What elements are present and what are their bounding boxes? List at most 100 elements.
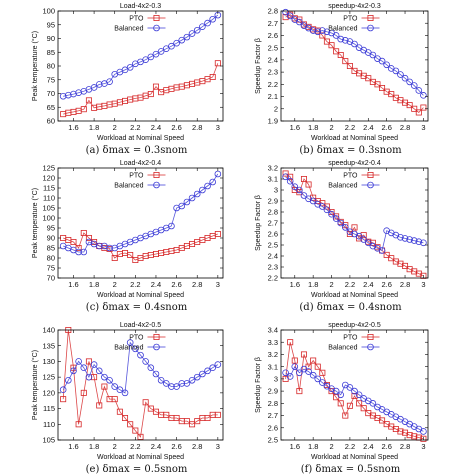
panel-caption: (d) δmax = 0.4snom (299, 302, 402, 313)
y-tick-label: 70 (47, 89, 55, 98)
data-point-balanced (90, 84, 98, 91)
y-tick-label: 3.1 (268, 175, 278, 184)
data-point-pto (194, 418, 201, 425)
x-axis-label: Workload at Nominal Speed (311, 454, 398, 461)
y-tick-label: 85 (47, 48, 55, 57)
chart-title: speedup-4x2-0.3 (328, 3, 381, 10)
data-point-balanced (296, 186, 303, 194)
y-tick-label: 3.2 (268, 164, 278, 173)
data-point-pto (122, 414, 129, 421)
series-line-pto (63, 63, 219, 115)
data-point-balanced (309, 197, 317, 205)
data-point-pto (300, 351, 307, 358)
y-tick-label: 70 (47, 274, 55, 283)
data-point-balanced (209, 178, 216, 186)
data-point-balanced (355, 391, 363, 399)
x-tick-label: 3 (216, 123, 220, 132)
y-tick-label: 115 (43, 404, 55, 413)
data-point-balanced (178, 36, 186, 44)
y-tick-label: 2.7 (268, 19, 278, 28)
data-point-balanced (286, 12, 294, 20)
series-line-pto (63, 232, 218, 261)
data-point-pto (319, 369, 326, 376)
y-tick-label: 2.6 (268, 423, 278, 432)
x-tick-label: 2 (113, 442, 117, 451)
data-point-pto (337, 400, 344, 407)
data-point-pto (204, 414, 211, 421)
y-axis-label: Speedup Factor β (255, 38, 262, 94)
chart-title: speedup-4x2-0.4 (328, 160, 381, 167)
data-point-balanced (152, 50, 160, 58)
data-point-balanced (188, 30, 196, 37)
chart-title: Load-4x2-0.3 (120, 3, 161, 10)
legend-marker-pto (367, 333, 374, 340)
y-tick-label: 75 (47, 75, 55, 84)
data-point-balanced (332, 215, 340, 222)
data-point-pto (337, 52, 344, 59)
chart-panel-b: speedup-4x2-0.3 1.6 1.8 2 2.2 2.4 2.6 2.8 3 1.9 2 2… (255, 3, 429, 156)
data-point-pto (406, 102, 413, 109)
y-tick-label: 2.4 (268, 252, 278, 261)
data-point-pto (360, 232, 367, 239)
data-point-balanced (383, 61, 390, 69)
data-point-balanced (328, 210, 335, 218)
x-tick-label: 2.4 (363, 280, 373, 289)
panel-caption: (b) δmax = 0.3snom (299, 145, 402, 156)
y-axis-label: Speedup Factor β (255, 357, 262, 413)
data-point-balanced (173, 39, 180, 47)
data-point-balanced (286, 177, 294, 185)
data-point-balanced (209, 15, 216, 23)
x-axis-label: Workload at Nominal Speed (97, 454, 184, 461)
data-point-balanced (406, 78, 413, 86)
data-point-pto (163, 411, 170, 418)
y-axis-label: Peak temperature (°C) (31, 350, 39, 420)
data-point-pto (369, 239, 376, 246)
data-point-pto (60, 396, 67, 403)
data-point-pto (147, 405, 154, 412)
data-point-balanced (106, 376, 113, 384)
y-tick-label: 80 (47, 62, 55, 71)
y-tick-label: 3.1 (268, 362, 278, 371)
y-tick-label: 65 (47, 103, 55, 112)
legend-label-balanced: Balanced (328, 183, 357, 190)
x-tick-label: 2.8 (400, 123, 410, 132)
panel-caption: (a) δmax = 0.3snom (86, 145, 188, 156)
x-tick-label: 2 (329, 442, 333, 451)
data-point-pto (397, 428, 404, 435)
data-point-balanced (173, 383, 180, 390)
series-line-balanced (285, 176, 424, 252)
y-tick-label: 140 (42, 326, 55, 335)
y-tick-label: 105 (42, 204, 55, 213)
data-point-balanced (415, 87, 423, 94)
x-tick-label: 2.6 (171, 123, 181, 132)
x-tick-label: 2.6 (381, 280, 391, 289)
data-point-balanced (305, 368, 312, 375)
legend-label-pto: PTO (343, 16, 358, 23)
data-point-pto (132, 427, 139, 434)
y-tick-label: 2.5 (268, 241, 278, 250)
y-tick-label: 100 (42, 7, 55, 16)
legend-label-pto: PTO (343, 335, 358, 342)
chart-title: Load-4x2-0.4 (120, 160, 161, 167)
legend-marker-pto (367, 14, 374, 21)
y-tick-label: 2.8 (268, 399, 278, 408)
data-point-balanced (157, 376, 165, 384)
data-point-pto (346, 63, 353, 70)
data-point-balanced (188, 376, 196, 384)
data-point-pto (209, 74, 216, 81)
data-point-balanced (157, 48, 165, 55)
data-point-pto (388, 91, 395, 98)
data-point-pto (310, 194, 317, 201)
series-line-balanced (285, 365, 424, 432)
data-point-pto (127, 251, 134, 258)
y-tick-label: 90 (47, 234, 55, 243)
y-tick-label: 2.9 (268, 387, 278, 396)
y-tick-label: 130 (42, 357, 55, 366)
data-point-balanced (397, 234, 404, 241)
y-axis-label: Speedup Factor β (255, 195, 262, 251)
plot-frame (57, 329, 224, 441)
data-point-balanced (75, 248, 82, 256)
data-point-pto (300, 175, 307, 182)
x-tick-label: 2.8 (400, 280, 410, 289)
